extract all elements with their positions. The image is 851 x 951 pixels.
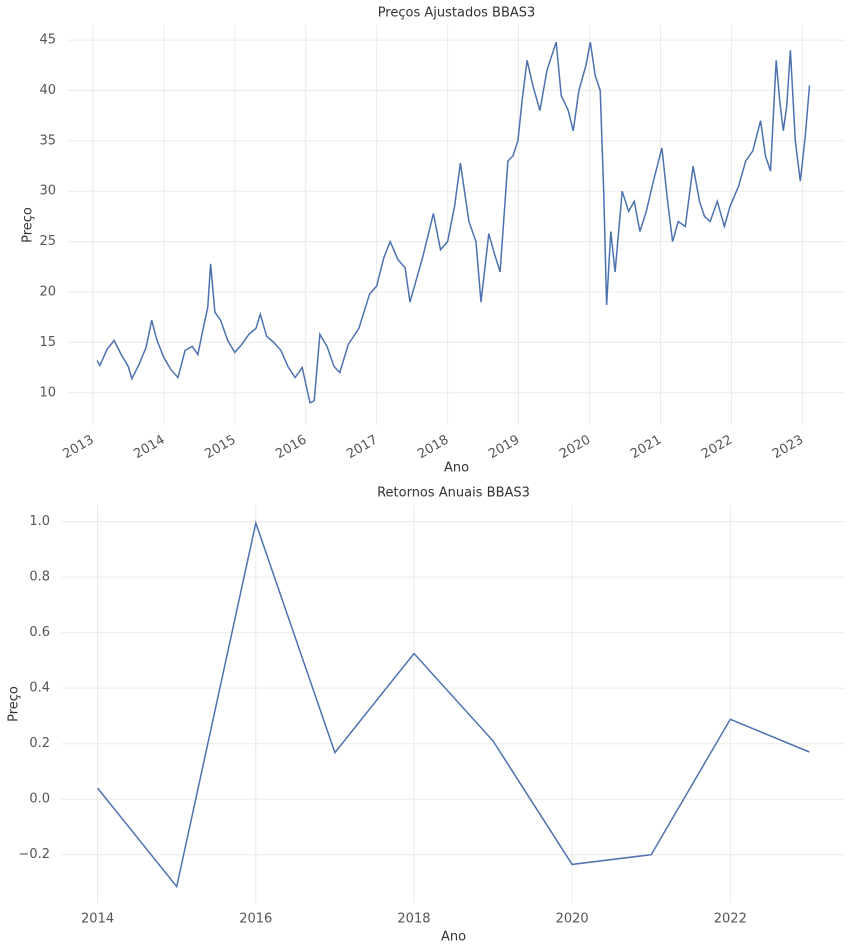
x-tick-label: 2014 <box>131 433 167 463</box>
x-tick-label: 2022 <box>699 433 735 463</box>
y-tick-label: 40 <box>39 83 56 98</box>
y-tick-label: 1.0 <box>29 514 50 529</box>
x-tick-label: 2016 <box>273 433 309 463</box>
y-axis-label: Preço <box>7 686 22 722</box>
x-tick-label: 2015 <box>202 433 238 463</box>
x-tick-label: 2016 <box>239 912 272 927</box>
x-tick-label: 2019 <box>486 433 522 463</box>
x-tick-label: 2020 <box>556 912 589 927</box>
y-tick-label: 35 <box>39 133 56 148</box>
x-axis-label: Ano <box>444 461 469 476</box>
x-tick-label: 2023 <box>770 433 806 463</box>
price-line <box>97 520 810 889</box>
x-tick-label: 2021 <box>628 433 664 463</box>
y-tick-label: 15 <box>39 335 56 350</box>
y-axis-label: Preço <box>21 207 36 243</box>
x-axis-label: Ano <box>441 930 466 945</box>
y-tick-label: 0.2 <box>29 736 50 751</box>
x-tick-label: 2014 <box>81 912 114 927</box>
y-tick-label: 0.0 <box>29 792 50 807</box>
chart-title: Retornos Anuais BBAS3 <box>377 486 530 501</box>
y-tick-label: 20 <box>39 285 56 300</box>
y-tick-label: 30 <box>39 184 56 199</box>
y-tick-label: 25 <box>39 234 56 249</box>
x-tick-label: 2017 <box>344 433 380 463</box>
y-tick-label: 0.6 <box>29 625 50 640</box>
y-tick-label: −0.2 <box>18 847 50 862</box>
x-tick-label: 2013 <box>60 433 96 463</box>
y-tick-label: 45 <box>39 33 56 48</box>
y-tick-label: 0.4 <box>29 681 50 696</box>
y-tick-label: 0.8 <box>29 570 50 585</box>
x-tick-label: 2018 <box>415 433 451 463</box>
y-tick-label: 10 <box>39 385 56 400</box>
price-line <box>96 41 811 404</box>
x-tick-label: 2018 <box>397 912 430 927</box>
x-tick-label: 2022 <box>714 912 747 927</box>
x-tick-label: 2020 <box>557 433 593 463</box>
chart-title: Preços Ajustados BBAS3 <box>378 6 536 21</box>
